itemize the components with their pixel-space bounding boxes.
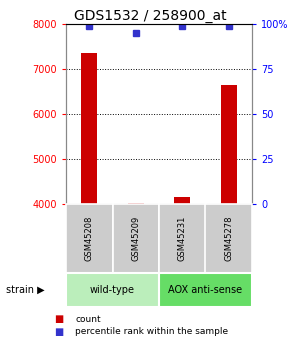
- Text: wild-type: wild-type: [90, 285, 135, 295]
- Text: AOX anti-sense: AOX anti-sense: [168, 285, 243, 295]
- Bar: [220, 85, 237, 204]
- Text: GSM45231: GSM45231: [178, 215, 187, 261]
- Text: GDS1532 / 258900_at: GDS1532 / 258900_at: [74, 9, 226, 23]
- Bar: [174, 197, 190, 204]
- Text: GSM45209: GSM45209: [131, 215, 140, 261]
- Text: strain ▶: strain ▶: [6, 285, 45, 295]
- Text: percentile rank within the sample: percentile rank within the sample: [75, 327, 228, 336]
- Text: ■: ■: [54, 327, 63, 337]
- Bar: [81, 53, 98, 204]
- Text: count: count: [75, 315, 100, 324]
- Text: GSM45208: GSM45208: [85, 215, 94, 261]
- Text: ■: ■: [54, 314, 63, 324]
- Bar: [128, 203, 144, 204]
- Text: GSM45278: GSM45278: [224, 215, 233, 261]
